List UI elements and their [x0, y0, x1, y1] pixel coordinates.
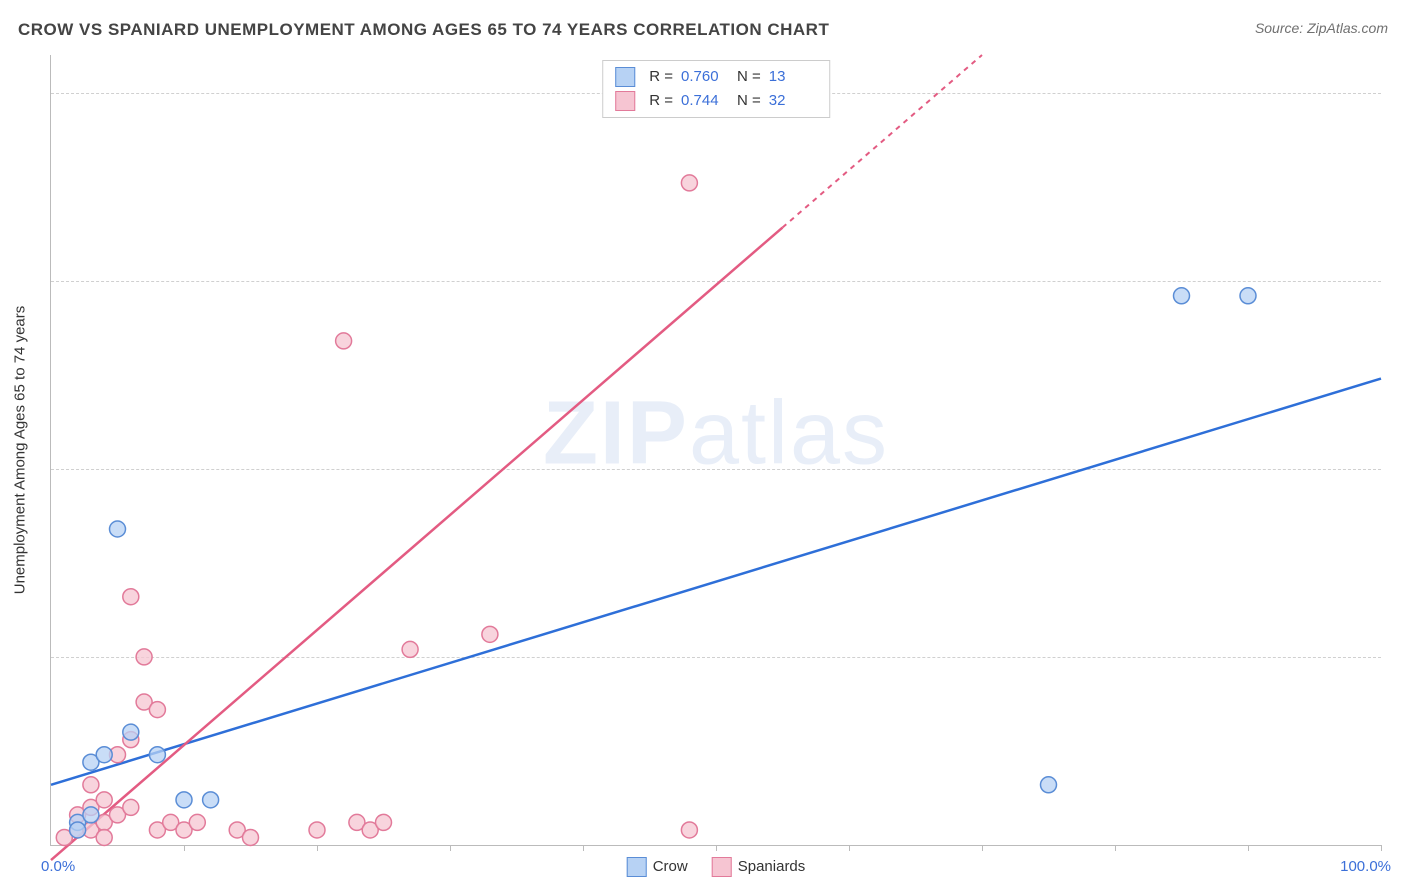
legend-item: Crow [627, 857, 688, 877]
data-point [243, 829, 259, 845]
trend-line [51, 379, 1381, 785]
legend-item: Spaniards [712, 857, 806, 877]
y-tick-label: 25.0% [1386, 648, 1406, 665]
data-point [1041, 777, 1057, 793]
data-point [336, 333, 352, 349]
x-tick [1115, 845, 1116, 851]
data-point [309, 822, 325, 838]
x-tick [1381, 845, 1382, 851]
x-tick [317, 845, 318, 851]
x-axis-min-label: 0.0% [41, 858, 75, 875]
x-tick [450, 845, 451, 851]
n-value: 32 [769, 89, 817, 113]
correlation-legend: R = 0.760 N = 13 R = 0.744 N = 32 [602, 60, 830, 118]
chart-container: Unemployment Among Ages 65 to 74 years Z… [50, 55, 1380, 845]
data-point [1174, 288, 1190, 304]
data-point [83, 807, 99, 823]
y-tick-label: 100.0% [1386, 84, 1406, 101]
r-value: 0.760 [681, 65, 729, 89]
legend-swatch [712, 857, 732, 877]
data-point [70, 822, 86, 838]
data-point [123, 589, 139, 605]
data-point [123, 799, 139, 815]
legend-row: R = 0.744 N = 32 [615, 89, 817, 113]
legend-swatch [615, 67, 635, 87]
data-point [681, 175, 697, 191]
data-point [123, 724, 139, 740]
legend-row: R = 0.760 N = 13 [615, 65, 817, 89]
data-point [96, 829, 112, 845]
r-label: R = [649, 65, 673, 89]
x-tick [184, 845, 185, 851]
chart-header: CROW VS SPANIARD UNEMPLOYMENT AMONG AGES… [18, 20, 1388, 40]
data-point [149, 747, 165, 763]
plot-area: ZIPatlas R =0.760N =13R =0.744N =32 0.0%… [50, 55, 1381, 846]
chart-title: CROW VS SPANIARD UNEMPLOYMENT AMONG AGES… [18, 20, 829, 39]
data-point [96, 747, 112, 763]
x-tick [849, 845, 850, 851]
n-label: N = [737, 65, 761, 89]
y-tick-label: 50.0% [1386, 460, 1406, 477]
data-point [136, 649, 152, 665]
series-legend: Crow Spaniards [627, 857, 806, 877]
r-label: R = [649, 89, 673, 113]
x-tick [982, 845, 983, 851]
data-point [176, 792, 192, 808]
x-tick [1248, 845, 1249, 851]
data-point [96, 792, 112, 808]
data-point [203, 792, 219, 808]
scatter-svg [51, 55, 1381, 845]
x-tick [716, 845, 717, 851]
data-point [189, 814, 205, 830]
legend-label: Spaniards [738, 858, 806, 875]
legend-swatch [615, 91, 635, 111]
legend-label: Crow [653, 858, 688, 875]
y-axis-label: Unemployment Among Ages 65 to 74 years [12, 306, 29, 595]
data-point [402, 641, 418, 657]
trend-line [51, 228, 783, 861]
data-point [376, 814, 392, 830]
y-tick-label: 75.0% [1386, 272, 1406, 289]
x-axis-max-label: 100.0% [1340, 858, 1391, 875]
x-tick [583, 845, 584, 851]
data-point [1240, 288, 1256, 304]
data-point [681, 822, 697, 838]
n-label: N = [737, 89, 761, 113]
data-point [149, 702, 165, 718]
data-point [83, 777, 99, 793]
data-point [482, 626, 498, 642]
n-value: 13 [769, 65, 817, 89]
r-value: 0.744 [681, 89, 729, 113]
legend-swatch [627, 857, 647, 877]
source-attribution: Source: ZipAtlas.com [1255, 20, 1388, 36]
data-point [110, 521, 126, 537]
